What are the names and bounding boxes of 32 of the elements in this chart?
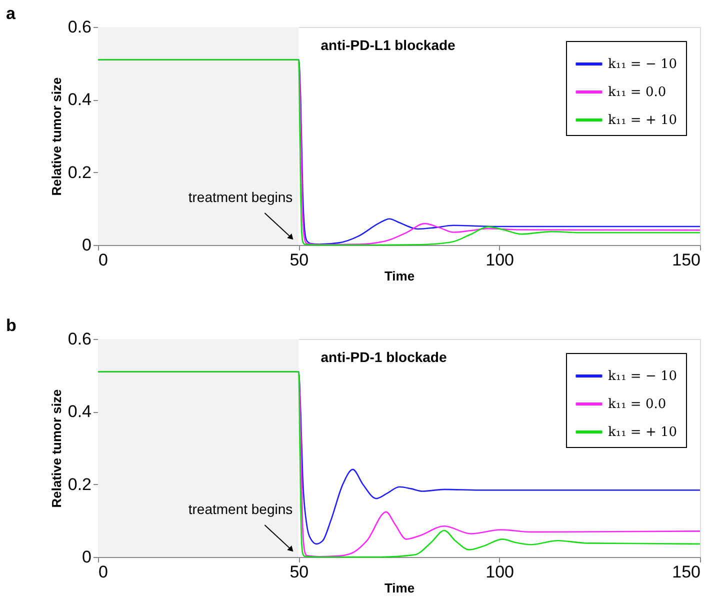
legend-label: k₁₁ = 0.0 — [608, 85, 666, 100]
y-tick-label: 0.6 — [68, 330, 92, 348]
y-tick-label: 0.4 — [68, 402, 92, 422]
x-tick-label: 0 — [98, 250, 108, 270]
y-tick-label: 0.2 — [68, 162, 92, 182]
annotation: treatment begins — [188, 189, 293, 205]
legend-label: k₁₁ = − 10 — [608, 57, 678, 72]
annotation: treatment begins — [188, 501, 293, 517]
legend-label: k₁₁ = + 10 — [608, 425, 678, 440]
y-tick-label: 0.2 — [68, 474, 92, 494]
x-tick-label: 50 — [290, 250, 309, 270]
y-tick-label: 0.4 — [68, 90, 92, 110]
x-tick-label: 100 — [486, 250, 514, 270]
text: anti-PD-L1 blockade — [320, 37, 456, 53]
legend-label: k₁₁ = − 10 — [608, 369, 678, 384]
text: anti-PD-1 blockade — [320, 349, 447, 365]
y-tick-label: 0 — [82, 548, 92, 566]
legend-label: k₁₁ = + 10 — [608, 113, 678, 128]
y-axis-title: Relative tumor size — [48, 389, 64, 508]
text: a — [6, 4, 16, 23]
x-tick-label: 100 — [486, 562, 514, 582]
text: b — [6, 316, 16, 335]
x-tick-label: 150 — [672, 562, 700, 582]
y-tick-label: 0 — [82, 236, 92, 254]
x-tick-label: 150 — [672, 250, 700, 270]
y-axis-title: Relative tumor size — [48, 77, 64, 196]
x-tick-label: 50 — [290, 562, 309, 582]
y-tick-label: 0.6 — [68, 18, 92, 36]
x-tick-label: 0 — [98, 562, 108, 582]
legend-label: k₁₁ = 0.0 — [608, 397, 666, 412]
x-axis-title: Time — [384, 580, 415, 596]
x-axis-title: Time — [384, 268, 415, 284]
